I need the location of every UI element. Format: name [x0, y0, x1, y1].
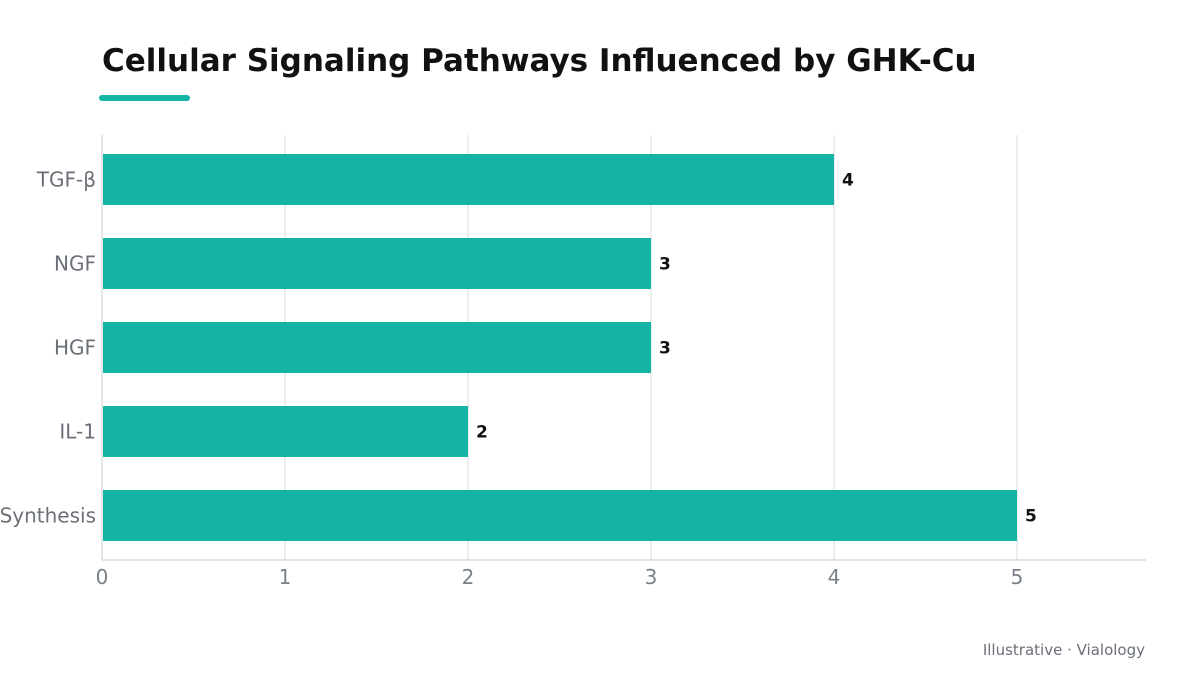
- y-tick-label: Synthesis: [0, 504, 96, 528]
- x-tick-label: 0: [96, 565, 109, 589]
- axes: 0 1 2 3 4 5 TGF-β NGF HGF IL-1 Synthesis: [0, 135, 1146, 589]
- y-tick-label: IL-1: [59, 420, 96, 444]
- data-label: 2: [476, 423, 488, 443]
- data-label: 5: [1025, 507, 1037, 527]
- bar: [103, 238, 651, 289]
- x-tick-label: 2: [462, 565, 475, 589]
- footer-credit: Illustrative · Vialology: [983, 641, 1145, 659]
- bar: [103, 490, 1017, 541]
- bar: [103, 406, 468, 457]
- x-tick-label: 4: [828, 565, 841, 589]
- chart-title: Cellular Signaling Pathways Influenced b…: [102, 43, 977, 79]
- y-tick-label: HGF: [54, 336, 96, 360]
- x-tick-label: 5: [1011, 565, 1024, 589]
- data-label: 4: [842, 171, 854, 191]
- x-tick-label: 1: [279, 565, 292, 589]
- data-label: 3: [659, 339, 671, 359]
- bars: 4 3 3 2 5: [103, 154, 1037, 541]
- y-tick-label: NGF: [54, 252, 96, 276]
- title-accent-underline: [99, 95, 190, 101]
- bar: [103, 154, 834, 205]
- y-tick-label: TGF-β: [36, 168, 96, 192]
- x-tick-label: 3: [645, 565, 658, 589]
- bar: [103, 322, 651, 373]
- data-label: 3: [659, 255, 671, 275]
